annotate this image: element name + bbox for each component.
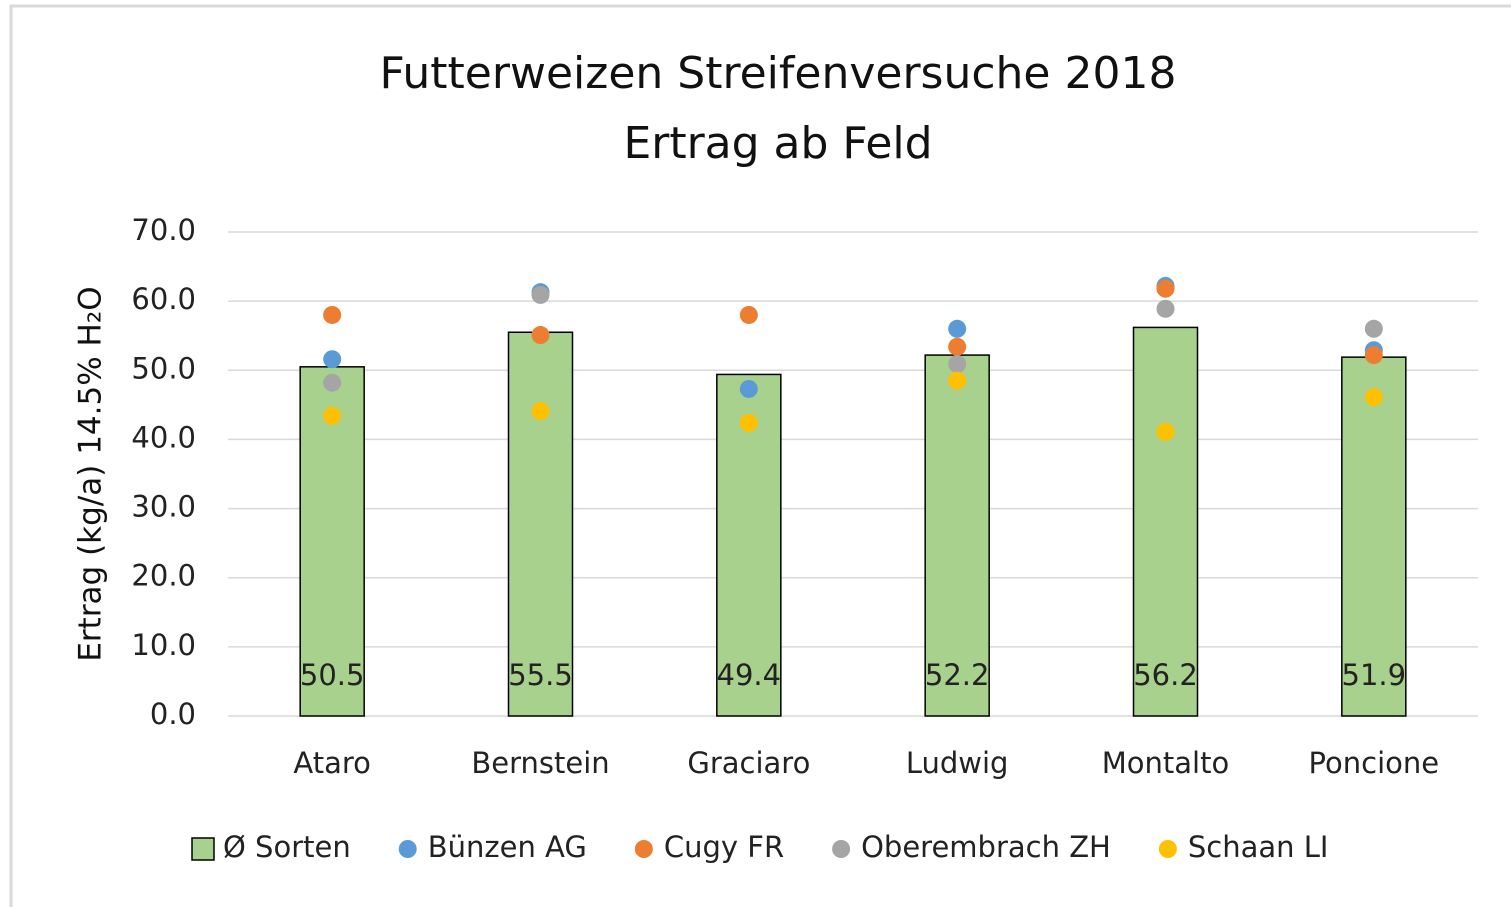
data-label: 56.2 <box>1133 658 1198 692</box>
bar <box>924 354 990 717</box>
y-tick-label: 40.0 <box>131 420 196 454</box>
bar <box>1132 326 1199 717</box>
bar <box>507 331 574 717</box>
bar <box>299 366 365 717</box>
chart-subtitle: Ertrag ab Feld <box>623 118 932 169</box>
point <box>323 406 342 425</box>
point <box>323 373 342 392</box>
legend-swatch <box>398 840 417 858</box>
x-tick-label: Ludwig <box>906 746 1009 780</box>
data-label: 51.9 <box>1342 658 1407 692</box>
point <box>1156 279 1175 298</box>
point <box>948 355 967 374</box>
x-tick-label: Ataro <box>293 746 371 780</box>
point <box>323 305 342 324</box>
point <box>948 337 967 356</box>
legend-label: Schaan LI <box>1188 830 1329 864</box>
data-label: 50.5 <box>300 658 365 692</box>
point <box>739 413 758 432</box>
data-label: 55.5 <box>508 658 573 692</box>
y-tick-label: 70.0 <box>131 213 196 247</box>
point <box>1156 299 1175 318</box>
point <box>531 285 550 304</box>
point <box>1364 319 1383 338</box>
legend-label: Ø Sorten <box>223 830 351 864</box>
point <box>739 379 758 398</box>
x-tick-label: Poncione <box>1309 746 1440 780</box>
x-tick-label: Bernstein <box>471 746 609 780</box>
point <box>1156 422 1175 441</box>
point <box>323 350 342 369</box>
y-tick-label: 10.0 <box>131 628 196 662</box>
legend-swatch <box>1158 840 1177 858</box>
point <box>1364 388 1383 407</box>
y-tick-label: 0.0 <box>150 697 196 731</box>
y-tick-label: 60.0 <box>131 282 196 316</box>
data-label: 52.2 <box>925 658 990 692</box>
y-axis-label: Ertrag (kg/a) 14.5% H₂O <box>73 286 109 661</box>
legend-label: Cugy FR <box>664 830 784 864</box>
point <box>948 371 967 390</box>
legend-label: Bünzen AG <box>428 830 587 864</box>
legend-swatch <box>832 840 851 858</box>
legend-swatch <box>634 840 653 858</box>
y-tick-label: 50.0 <box>131 351 196 385</box>
point <box>739 305 758 324</box>
y-tick-label: 30.0 <box>131 490 196 524</box>
chart-title: Futterweizen Streifenversuche 2018 <box>380 48 1177 99</box>
y-tick-label: 20.0 <box>131 559 196 593</box>
data-label: 49.4 <box>717 658 782 692</box>
point <box>531 326 550 345</box>
legend-label: Oberembrach ZH <box>861 830 1111 864</box>
legend-swatch <box>191 837 215 861</box>
point <box>1364 346 1383 365</box>
point <box>531 402 550 421</box>
x-tick-label: Montalto <box>1102 746 1229 780</box>
x-tick-label: Graciaro <box>687 746 810 780</box>
point <box>948 319 967 338</box>
bar <box>1341 356 1407 717</box>
